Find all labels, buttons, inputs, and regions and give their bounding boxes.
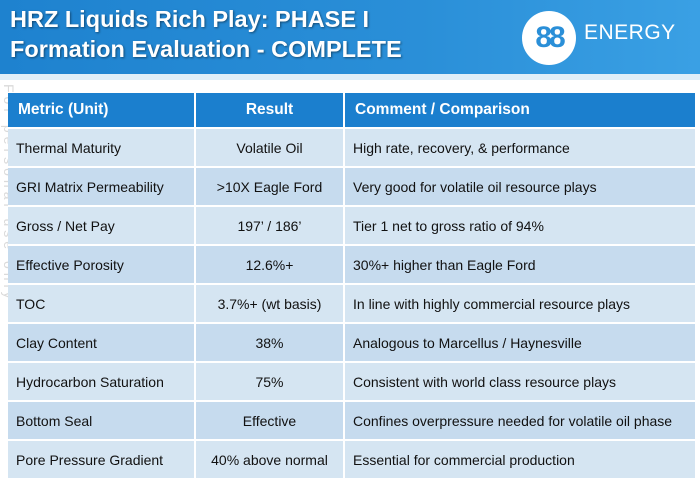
title-line-1: HRZ Liquids Rich Play: PHASE I: [10, 6, 370, 32]
logo-88-icon: 88: [522, 11, 576, 65]
result-cell: 40% above normal: [195, 439, 345, 478]
comment-cell: Consistent with world class resource pla…: [344, 361, 697, 401]
brand-name: ENERGY: [584, 21, 676, 44]
table-row: Thermal Maturity Volatile Oil High rate,…: [8, 127, 697, 167]
header-metric: Metric (Unit): [8, 93, 196, 128]
result-cell: 75%: [195, 361, 345, 401]
comment-cell: Confines overpressure needed for volatil…: [344, 400, 697, 440]
evaluation-table: Metric (Unit) Result Comment / Compariso…: [8, 93, 697, 478]
header-comment: Comment / Comparison: [344, 93, 697, 128]
comment-cell: 30%+ higher than Eagle Ford: [344, 244, 697, 284]
result-cell: Effective: [195, 400, 345, 440]
result-cell: Volatile Oil: [195, 127, 345, 167]
table-row: Hydrocarbon Saturation 75% Consistent wi…: [8, 361, 697, 401]
result-cell: 3.7%+ (wt basis): [195, 283, 345, 323]
header-result: Result: [195, 93, 345, 128]
table-header-row: Metric (Unit) Result Comment / Compariso…: [8, 93, 697, 128]
logo-mark: 88: [535, 21, 565, 54]
header-divider: [0, 74, 700, 80]
metric-cell: Hydrocarbon Saturation: [8, 361, 196, 401]
header-banner: HRZ Liquids Rich Play: PHASE I Formation…: [0, 0, 700, 74]
comment-cell: High rate, recovery, & performance: [344, 127, 697, 167]
metric-cell: Bottom Seal: [8, 400, 196, 440]
table-row: Gross / Net Pay 197’ / 186’ Tier 1 net t…: [8, 205, 697, 245]
result-cell: >10X Eagle Ford: [195, 166, 345, 206]
comment-cell: Essential for commercial production: [344, 439, 697, 478]
comment-cell: In line with highly commercial resource …: [344, 283, 697, 323]
table-row: Bottom Seal Effective Confines overpress…: [8, 400, 697, 440]
table-row: Clay Content 38% Analogous to Marcellus …: [8, 322, 697, 362]
comment-cell: Very good for volatile oil resource play…: [344, 166, 697, 206]
metric-cell: Pore Pressure Gradient: [8, 439, 196, 478]
table-row: GRI Matrix Permeability >10X Eagle Ford …: [8, 166, 697, 206]
metric-cell: GRI Matrix Permeability: [8, 166, 196, 206]
table-row: Effective Porosity 12.6%+ 30%+ higher th…: [8, 244, 697, 284]
result-cell: 197’ / 186’: [195, 205, 345, 245]
slide-title: HRZ Liquids Rich Play: PHASE I Formation…: [10, 4, 402, 64]
table-row: Pore Pressure Gradient 40% above normal …: [8, 439, 697, 478]
metric-cell: TOC: [8, 283, 196, 323]
result-cell: 12.6%+: [195, 244, 345, 284]
metric-cell: Gross / Net Pay: [8, 205, 196, 245]
metric-cell: Clay Content: [8, 322, 196, 362]
metric-cell: Thermal Maturity: [8, 127, 196, 167]
comment-cell: Analogous to Marcellus / Haynesville: [344, 322, 697, 362]
title-line-2: Formation Evaluation - COMPLETE: [10, 36, 402, 62]
comment-cell: Tier 1 net to gross ratio of 94%: [344, 205, 697, 245]
table-row: TOC 3.7%+ (wt basis) In line with highly…: [8, 283, 697, 323]
metric-cell: Effective Porosity: [8, 244, 196, 284]
result-cell: 38%: [195, 322, 345, 362]
